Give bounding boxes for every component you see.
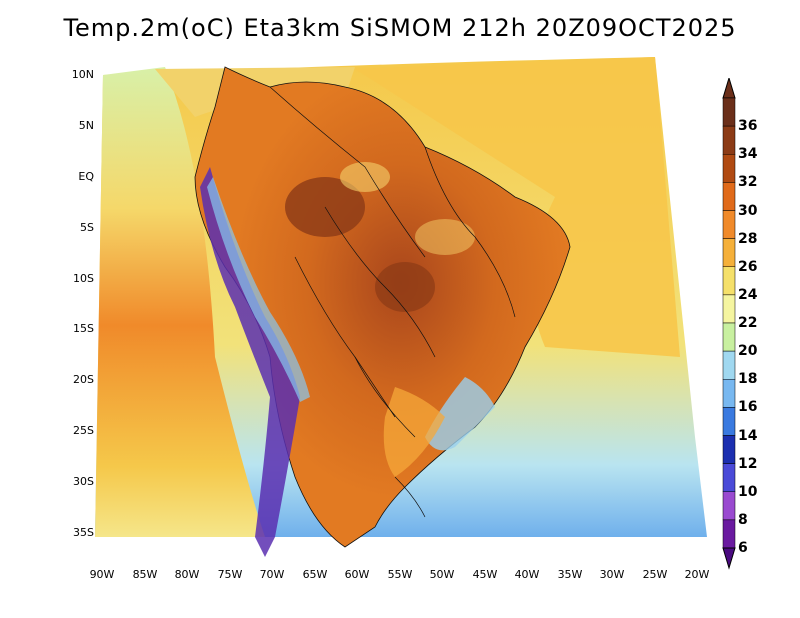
legend-value-label: 10: [738, 483, 758, 500]
lon-label-55w: 55W: [387, 568, 413, 581]
lon-label-90w: 90W: [89, 568, 115, 581]
legend-value-label: 22: [738, 315, 758, 331]
legend-swatch: [722, 519, 736, 549]
legend-swatch: [722, 350, 736, 380]
lat-label-25s: 25S: [73, 424, 94, 437]
legend-top-arrow: [722, 78, 736, 99]
legend-swatch: [722, 294, 736, 324]
legend-swatch: [722, 266, 736, 296]
lon-label-80w: 80W: [174, 568, 200, 581]
legend-value-label: 14: [738, 427, 758, 444]
legend-value-label: 24: [738, 286, 758, 303]
legend-swatch: [722, 125, 736, 155]
legend-swatch: [722, 435, 736, 464]
legend-swatch: [722, 97, 736, 127]
legend-swatch: [722, 322, 736, 352]
lat-label-5s: 5S: [80, 221, 94, 234]
legend-value-label: 6: [738, 540, 748, 556]
atlantic-ocean: [355, 57, 680, 357]
color-legend: [722, 78, 736, 570]
legend-value-label: 28: [738, 230, 758, 247]
lat-label-30s: 30S: [73, 475, 94, 488]
legend-swatch: [722, 238, 736, 267]
lon-label-65w: 65W: [302, 568, 328, 581]
lon-label-85w: 85W: [132, 568, 158, 581]
legend-value-label: 18: [738, 371, 758, 388]
lon-label-60w: 60W: [344, 568, 370, 581]
legend-swatch: [722, 379, 736, 408]
lon-label-50w: 50W: [429, 568, 455, 581]
legend-value-label: 30: [738, 202, 758, 219]
legend-swatch: [722, 210, 736, 239]
legend-value-label: 32: [738, 174, 758, 191]
legend-value-label: 20: [738, 343, 758, 360]
legend-swatch: [722, 463, 736, 492]
lon-label-35w: 35W: [557, 568, 583, 581]
country-borders: [269, 86, 516, 518]
legend-swatch: [722, 407, 736, 436]
lon-label-70w: 70W: [259, 568, 285, 581]
lat-label-10s: 10S: [73, 272, 94, 285]
lon-label-45w: 45W: [472, 568, 498, 581]
andes-mountains: [200, 167, 300, 557]
lat-label-15s: 15S: [73, 322, 94, 335]
legend-swatch: [722, 154, 736, 183]
lon-label-40w: 40W: [514, 568, 540, 581]
legend-value-label: 8: [738, 511, 748, 528]
legend-value-label: 34: [738, 146, 758, 163]
lat-label-10n: 10N: [71, 68, 94, 81]
legend-value-label: 36: [738, 118, 758, 135]
lon-label-25w: 25W: [642, 568, 668, 581]
lon-label-30w: 30W: [599, 568, 625, 581]
southeast-cool-region: [425, 377, 495, 451]
legend-swatch: [722, 182, 736, 211]
temperature-map: [95, 57, 707, 557]
legend-bottom-arrow: [722, 547, 736, 570]
lat-label-5n: 5N: [78, 119, 94, 132]
lon-label-20w: 20W: [684, 568, 710, 581]
map-title: Temp.2m(oC) Eta3km SiSMOM 212h 20Z09OCT2…: [63, 14, 737, 42]
lat-label-eq: EQ: [78, 170, 94, 183]
lat-label-20s: 20S: [73, 373, 94, 386]
pacific-ocean: [95, 67, 265, 537]
legend-value-label: 12: [738, 455, 758, 472]
legend-value-label: 16: [738, 399, 758, 416]
legend-swatch: [722, 491, 736, 521]
lon-label-75w: 75W: [217, 568, 243, 581]
legend-value-label: 26: [738, 258, 758, 275]
lat-label-35s: 35S: [73, 526, 94, 539]
